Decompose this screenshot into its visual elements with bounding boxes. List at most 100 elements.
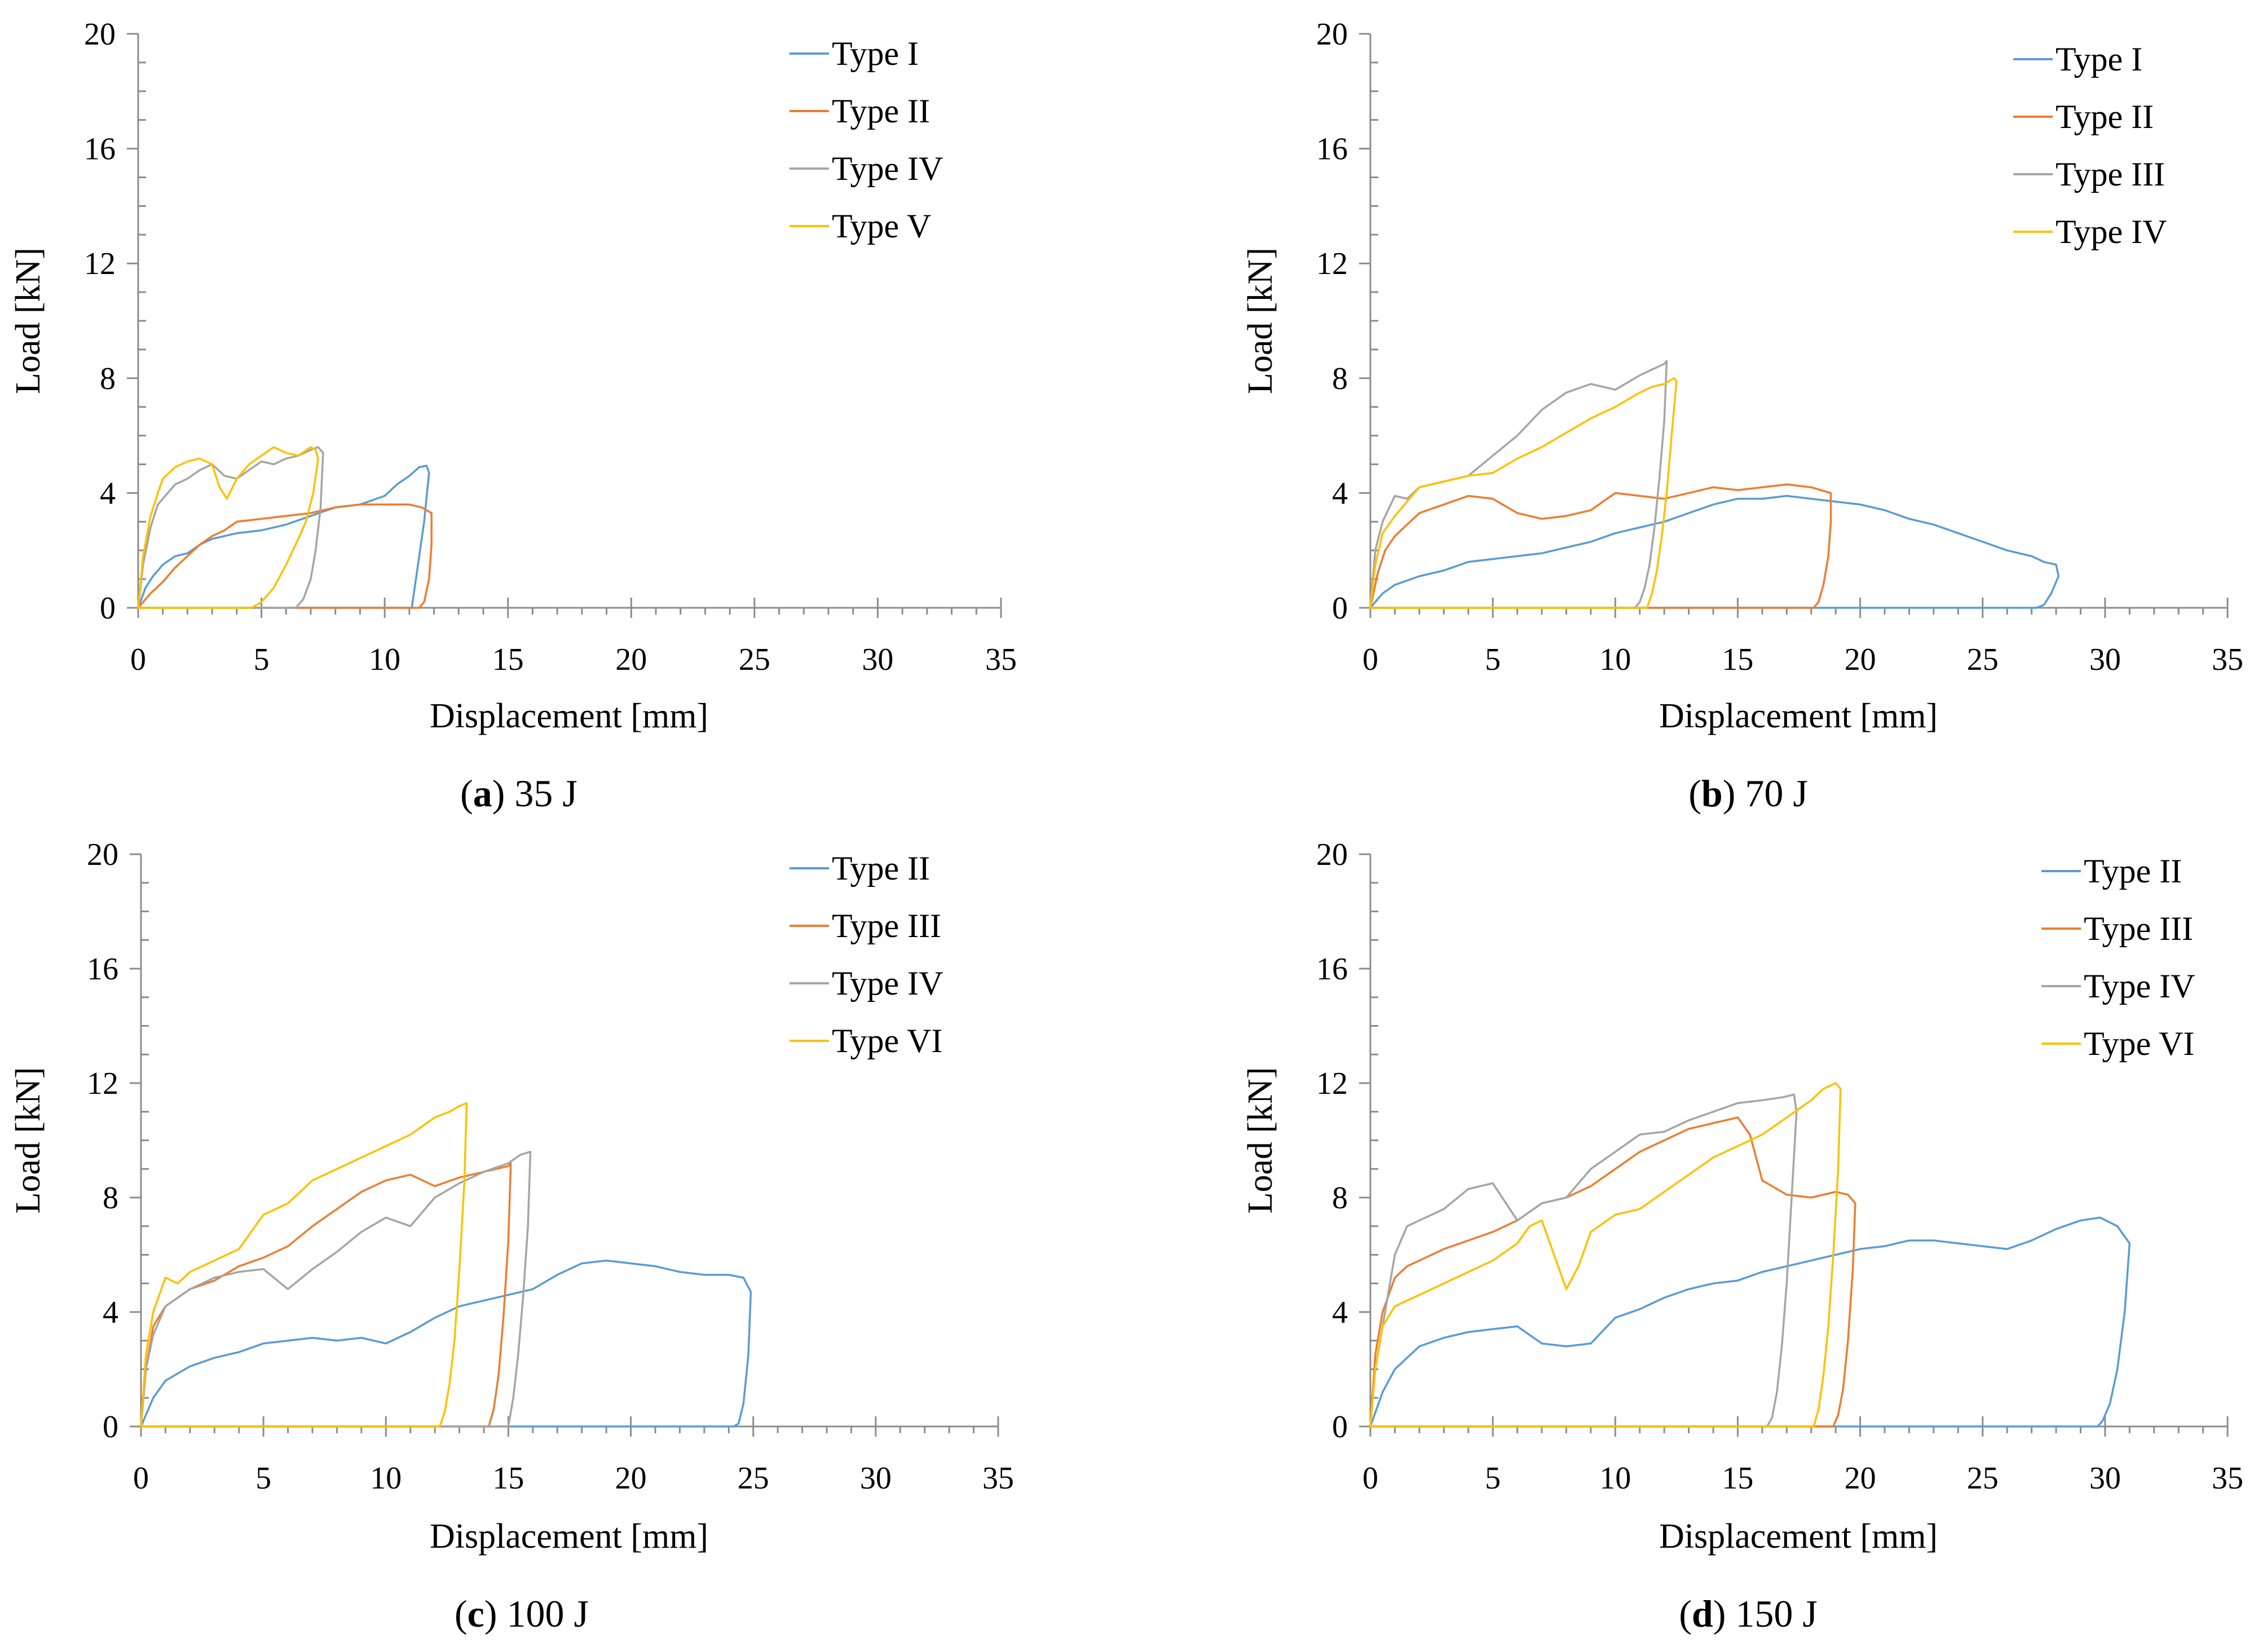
panel-a: 0 4 8 12 16 20 0 5 10 15 20 25 30 35 Displacement [mm]… <box>9 17 1017 815</box>
x-tick-label: 15 <box>492 1461 524 1496</box>
series-line-type-ii <box>1369 483 1832 609</box>
caption-letter: a <box>473 772 492 815</box>
x-tick-label: 30 <box>862 642 893 677</box>
y-axis-title: Load [kN] <box>9 1067 47 1214</box>
legend-label: Type IV <box>832 150 943 187</box>
series-line-type-i <box>137 465 430 609</box>
caption-open: ( <box>455 1592 468 1635</box>
y-tick-label: 20 <box>1316 837 1348 872</box>
caption-rest: ) 35 J <box>492 772 577 815</box>
x-tick-label: 15 <box>1722 1461 1753 1496</box>
series-line-type-v <box>137 446 319 609</box>
y-axis-title: Load [kN] <box>9 248 47 394</box>
caption-open: ( <box>1688 772 1701 815</box>
legend-label: Type III <box>832 907 941 944</box>
x-tick-label: 20 <box>615 642 647 677</box>
panel-caption: (a) 35 J <box>460 772 577 815</box>
x-tick-label: 0 <box>133 1461 149 1496</box>
panel-caption: (d) 150 J <box>1679 1592 1818 1635</box>
x-tick-label: 25 <box>739 642 770 677</box>
y-tick-label: 16 <box>84 132 116 167</box>
x-tick-label: 30 <box>860 1461 892 1496</box>
x-axis-title: Displacement [mm] <box>430 1517 708 1556</box>
series-line-type-iv <box>137 446 324 609</box>
legend-label: Type VI <box>832 1022 942 1059</box>
legend-label: Type V <box>832 207 931 245</box>
series-line-type-ii <box>137 503 433 609</box>
x-tick-label: 15 <box>492 642 524 677</box>
y-tick-label: 20 <box>84 17 116 52</box>
caption-rest: ) 70 J <box>1723 772 1808 815</box>
series-line-type-iii <box>140 1162 512 1428</box>
series-line-type-vi <box>140 1102 468 1428</box>
y-tick-label: 12 <box>1316 1066 1348 1101</box>
caption-open: ( <box>1679 1592 1692 1635</box>
panel-c: 0 4 8 12 16 20 0 5 10 15 20 25 30 35 Displacement [mm]… <box>9 837 1014 1635</box>
x-tick-label: 35 <box>2212 1461 2243 1496</box>
legend-label: Type IV <box>2056 213 2167 250</box>
x-axis-title: Displacement [mm] <box>1659 1517 1938 1556</box>
legend-label: Type IV <box>832 965 943 1002</box>
y-tick-label: 8 <box>100 361 116 396</box>
series-line-type-ii <box>140 1259 752 1428</box>
x-tick-label: 10 <box>1599 642 1631 677</box>
legend-label: Type III <box>2084 910 2193 947</box>
x-tick-label: 5 <box>1485 642 1501 677</box>
x-tick-label: 30 <box>2089 642 2121 677</box>
x-tick-label: 15 <box>1722 642 1753 677</box>
y-tick-label: 0 <box>1332 591 1348 626</box>
series-line-type-iv <box>1369 1093 1798 1428</box>
series-line-type-iii <box>1369 1116 1856 1428</box>
y-tick-label: 8 <box>1332 1181 1348 1216</box>
y-tick-label: 12 <box>1316 246 1348 281</box>
y-tick-label: 0 <box>1332 1410 1348 1445</box>
y-tick-label: 12 <box>87 1066 118 1101</box>
y-tick-label: 4 <box>1332 476 1348 511</box>
legend-label: Type I <box>2056 41 2142 78</box>
x-tick-label: 5 <box>1485 1461 1501 1496</box>
x-tick-label: 0 <box>1362 1461 1378 1496</box>
panel-b: 0 4 8 12 16 20 0 5 10 15 20 25 30 35 Displacement [mm]… <box>1241 17 2243 815</box>
legend-label: Type I <box>832 35 919 72</box>
x-tick-label: 5 <box>254 642 270 677</box>
legend-label: Type II <box>2084 852 2182 890</box>
x-tick-label: 20 <box>615 1461 647 1496</box>
x-tick-label: 25 <box>1967 1461 1999 1496</box>
legend-label: Type IV <box>2084 968 2195 1005</box>
panel-caption: (b) 70 J <box>1688 772 1808 815</box>
series-line-type-iii <box>1369 360 1668 609</box>
legend-label: Type III <box>2056 156 2165 193</box>
series-line-type-ii <box>1369 1216 2131 1428</box>
x-axis-title: Displacement [mm] <box>430 697 708 735</box>
x-tick-label: 10 <box>370 1461 402 1496</box>
caption-rest: ) 100 J <box>484 1592 589 1635</box>
x-tick-label: 10 <box>369 642 400 677</box>
caption-open: ( <box>460 772 473 815</box>
legend-label: Type VI <box>2084 1025 2194 1062</box>
caption-letter: c <box>468 1592 484 1635</box>
series-line-type-i <box>1369 494 2060 609</box>
x-tick-label: 25 <box>1967 642 1999 677</box>
x-tick-label: 35 <box>2212 642 2243 677</box>
x-tick-label: 20 <box>1845 642 1876 677</box>
x-tick-label: 20 <box>1845 1461 1876 1496</box>
x-tick-label: 10 <box>1599 1461 1631 1496</box>
x-tick-label: 0 <box>130 642 146 677</box>
caption-letter: d <box>1692 1592 1713 1635</box>
x-tick-label: 0 <box>1362 642 1378 677</box>
y-tick-label: 0 <box>103 1410 118 1445</box>
x-tick-label: 30 <box>2089 1461 2121 1496</box>
caption-rest: ) 150 J <box>1713 1592 1818 1635</box>
panel-d: 0 4 8 12 16 20 0 5 10 15 20 25 30 35 Displacement [mm]… <box>1241 837 2243 1635</box>
y-tick-label: 16 <box>87 952 118 987</box>
panel-caption: (c) 100 J <box>455 1592 589 1635</box>
y-tick-label: 12 <box>84 246 116 281</box>
y-tick-label: 20 <box>87 837 118 872</box>
series-line-type-iv <box>1369 377 1678 609</box>
x-axis-title: Displacement [mm] <box>1659 697 1938 735</box>
series-line-type-iv <box>140 1151 532 1428</box>
caption-letter: b <box>1701 772 1723 815</box>
x-tick-label: 35 <box>985 642 1017 677</box>
legend-label: Type II <box>2056 98 2154 135</box>
